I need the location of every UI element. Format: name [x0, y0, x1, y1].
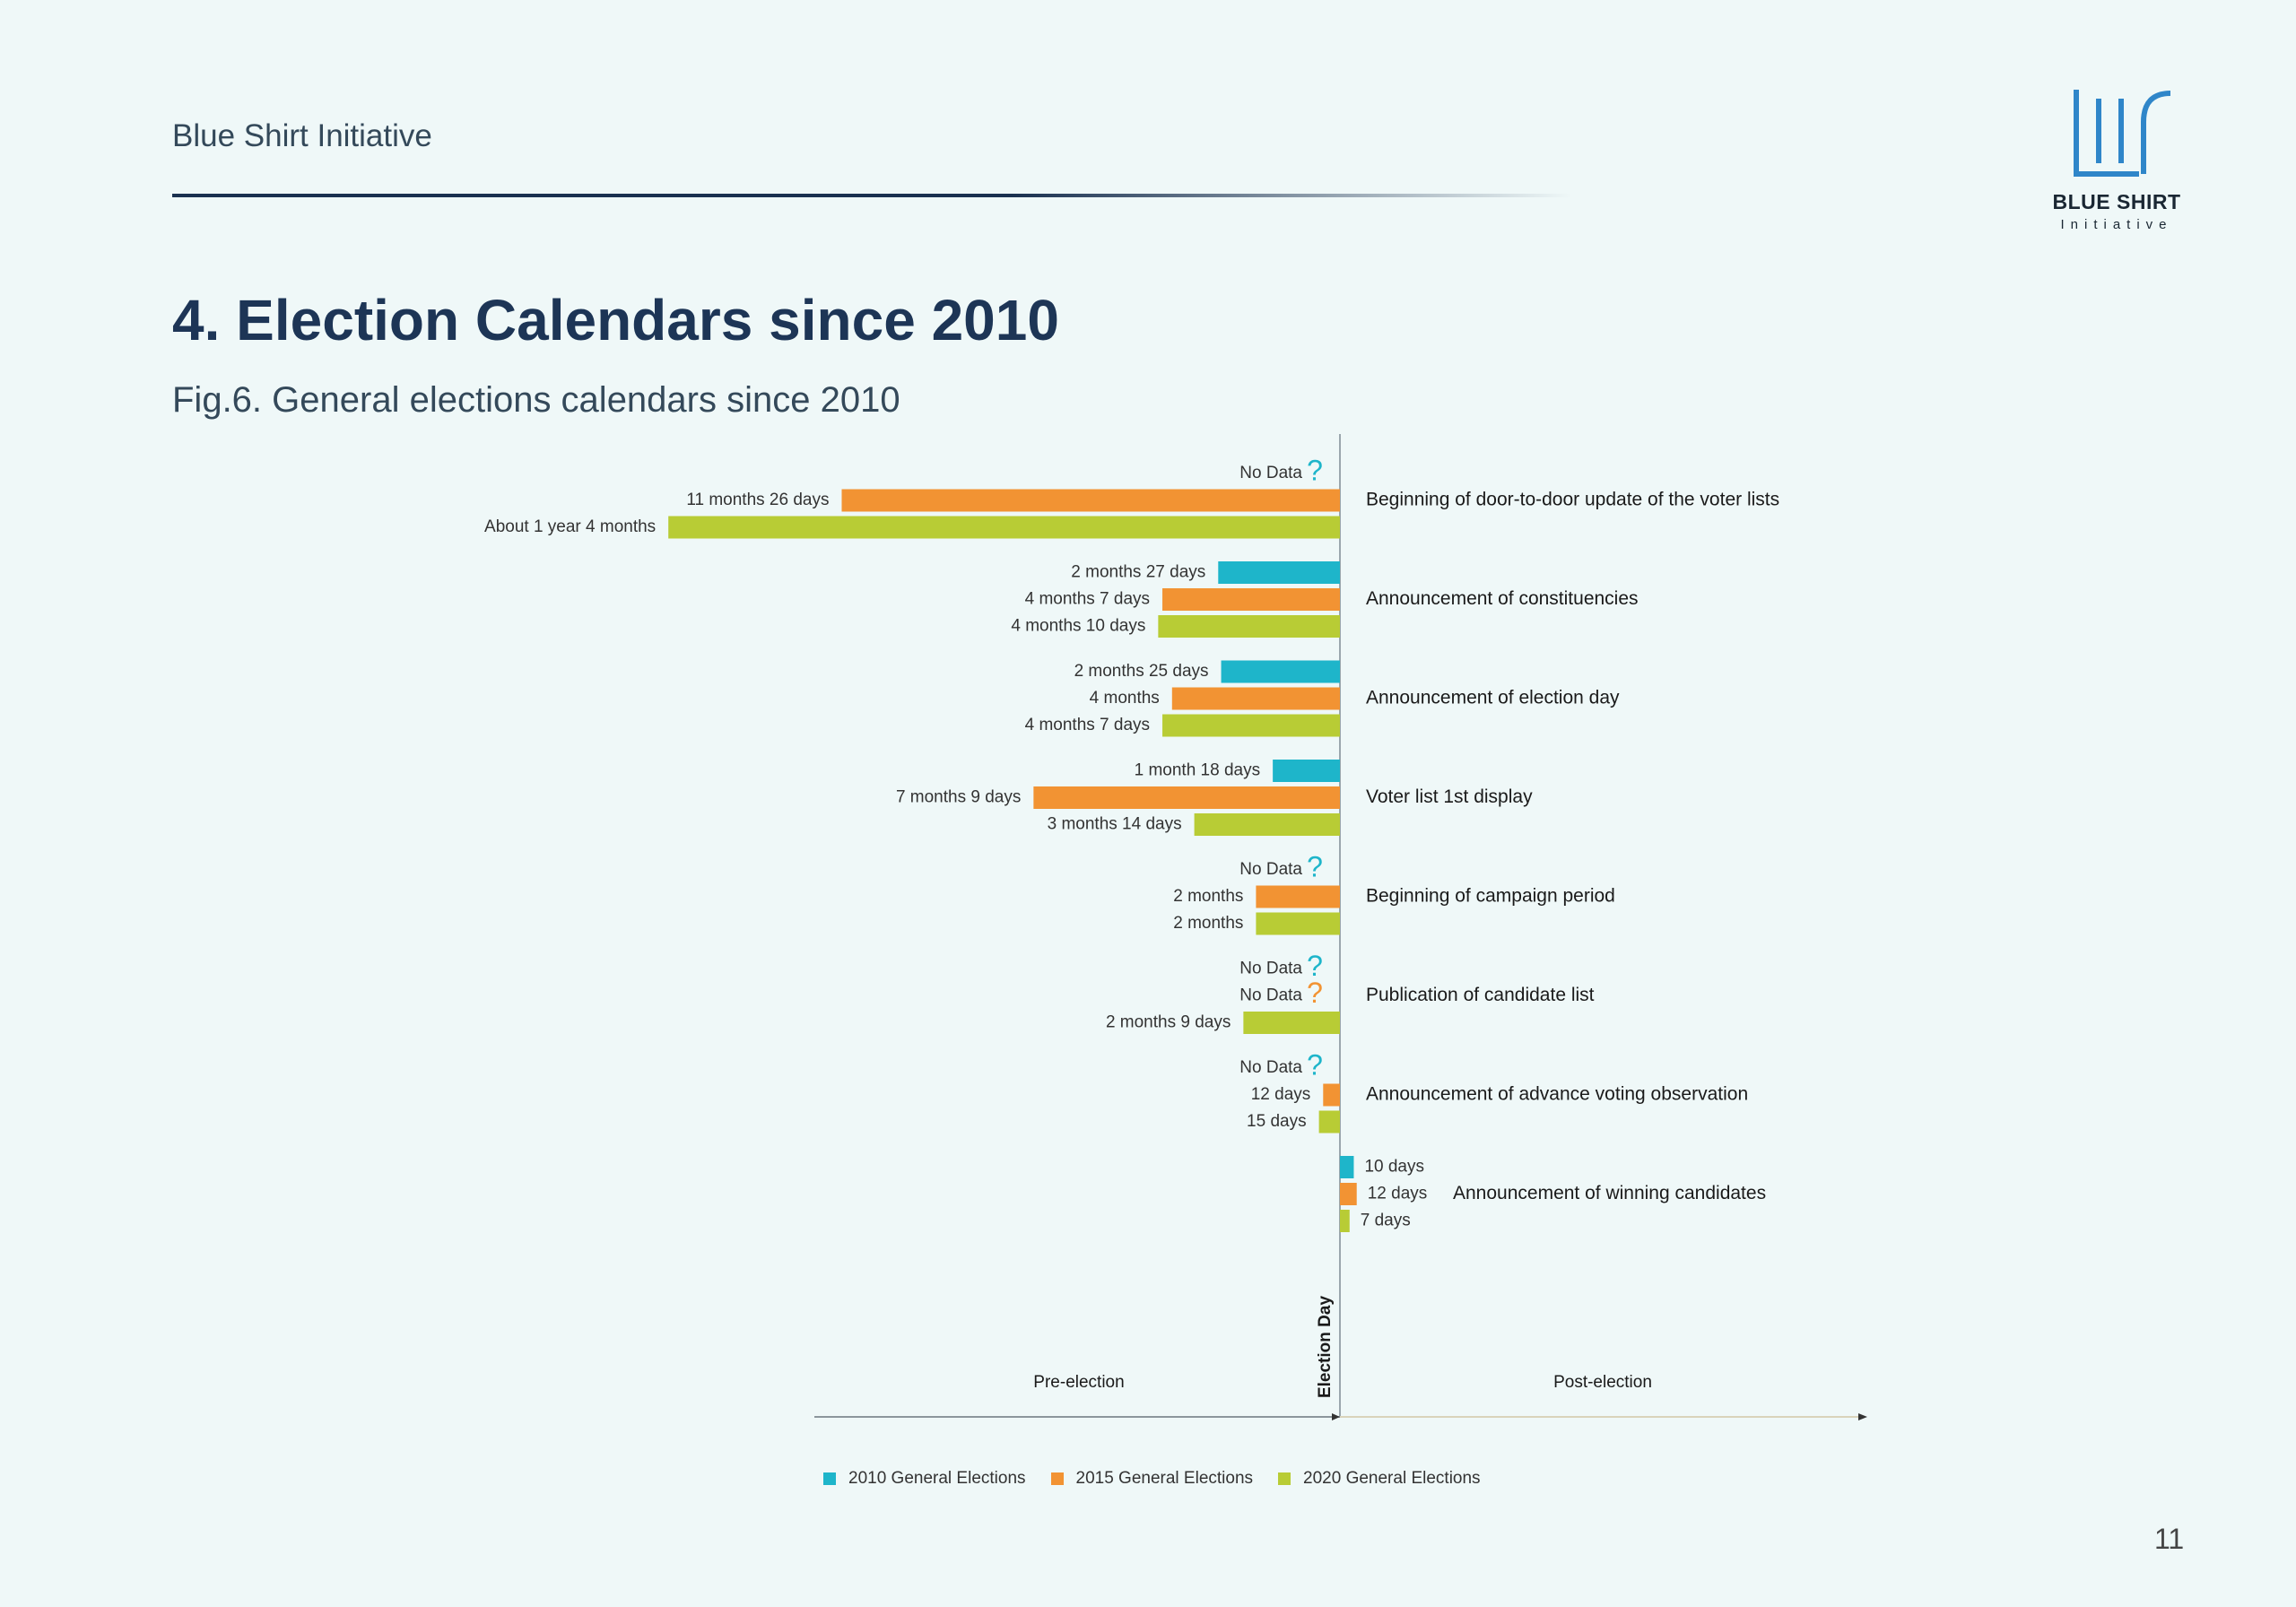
bar-value-label: 2 months [1173, 914, 1243, 933]
data-bar [1218, 561, 1340, 584]
data-bar [668, 516, 1340, 539]
bar-value-label: 4 months 7 days [1025, 590, 1150, 609]
no-data-question-icon: ? [1307, 950, 1323, 982]
data-bar [1033, 786, 1340, 809]
bar-value-label: 7 days [1361, 1212, 1411, 1230]
header-divider [172, 194, 1571, 197]
data-bar [1171, 687, 1340, 710]
logo-subtitle: Initiative [2060, 217, 2173, 232]
bar-value-label: 2 months 25 days [1074, 662, 1209, 681]
data-bar [1221, 660, 1340, 683]
no-data-label: No Data [1239, 464, 1302, 482]
legend-label-2020: 2020 General Elections [1303, 1469, 1481, 1488]
category-label: Publication of candidate list [1366, 985, 1595, 1005]
axis-arrow-icon [1332, 1413, 1340, 1420]
category-label: Announcement of constituencies [1366, 588, 1639, 609]
legend-item-2015: 2015 General Elections [1050, 1469, 1254, 1489]
bar-value-label: 10 days [1364, 1158, 1424, 1177]
no-data-label: No Data [1239, 1058, 1302, 1077]
page-number: 11 [2154, 1523, 2185, 1555]
figure-title: Fig.6. General elections calendars since… [172, 380, 900, 420]
bar-value-label: 2 months [1173, 887, 1243, 906]
no-data-label: No Data [1239, 860, 1302, 879]
election-day-label: Election Day [1316, 1296, 1335, 1398]
data-bar [1273, 760, 1340, 782]
data-bar [1256, 885, 1340, 908]
bar-value-label: 2 months 27 days [1071, 563, 1205, 582]
data-bar [1256, 912, 1340, 935]
chart-legend: 2010 General Elections 2015 General Elec… [823, 1469, 1481, 1489]
data-bar [1194, 813, 1340, 836]
no-data-question-icon: ? [1307, 454, 1323, 486]
axis-arrow-icon [1858, 1413, 1867, 1420]
data-bar [1340, 1156, 1354, 1178]
pre-election-label: Pre-election [1033, 1373, 1124, 1392]
no-data-label: No Data [1239, 960, 1302, 978]
bar-value-label: 4 months 10 days [1011, 617, 1145, 636]
legend-swatch-2010 [823, 1472, 836, 1485]
logo-wordmark: BLUE SHIRT [2052, 190, 2181, 213]
bar-value-label: 7 months 9 days [896, 788, 1021, 807]
category-label: Announcement of election day [1366, 688, 1620, 708]
data-bar [1162, 588, 1340, 611]
category-label: Voter list 1st display [1366, 786, 1533, 807]
data-bar [1340, 1183, 1357, 1205]
legend-swatch-2015 [1050, 1472, 1064, 1485]
no-data-question-icon: ? [1307, 977, 1323, 1009]
no-data-label: No Data [1239, 986, 1302, 1005]
bar-value-label: 12 days [1368, 1185, 1428, 1203]
legend-label-2015: 2015 General Elections [1075, 1469, 1254, 1488]
bar-value-label: 11 months 26 days [686, 491, 829, 509]
data-bar [1323, 1083, 1340, 1107]
bar-value-label: About 1 year 4 months [484, 517, 656, 536]
data-bar [1318, 1110, 1340, 1134]
category-label: Beginning of door-to-door update of the … [1366, 490, 1779, 510]
data-bar [1162, 714, 1340, 737]
bar-value-label: 1 month 18 days [1135, 761, 1260, 780]
legend-swatch-2020 [1278, 1472, 1292, 1485]
bar-value-label: 4 months 7 days [1025, 716, 1150, 734]
bar-value-label: 3 months 14 days [1048, 815, 1182, 834]
page-title: 4. Election Calendars since 2010 [172, 288, 1059, 352]
post-election-label: Post-election [1553, 1373, 1652, 1392]
blue-shirt-logo-icon [2074, 90, 2171, 177]
data-bar [1340, 1210, 1350, 1232]
category-label: Beginning of campaign period [1366, 886, 1615, 907]
bar-value-label: 2 months 9 days [1106, 1013, 1231, 1032]
bar-value-label: 4 months [1090, 689, 1160, 708]
legend-item-2010: 2010 General Elections [823, 1469, 1026, 1489]
header-org-name: Blue Shirt Initiative [172, 118, 432, 153]
category-label: Announcement of advance voting observati… [1366, 1084, 1748, 1105]
bar-value-label: 12 days [1251, 1085, 1311, 1104]
data-bar [1158, 615, 1340, 638]
no-data-question-icon: ? [1307, 850, 1323, 882]
legend-label-2010: 2010 General Elections [848, 1469, 1026, 1488]
no-data-question-icon: ? [1307, 1048, 1323, 1081]
data-bar [1243, 1012, 1340, 1034]
legend-item-2020: 2020 General Elections [1278, 1469, 1481, 1489]
bar-value-label: 15 days [1247, 1112, 1307, 1131]
category-label: Announcement of winning candidates [1453, 1183, 1766, 1203]
data-bar [841, 489, 1340, 512]
